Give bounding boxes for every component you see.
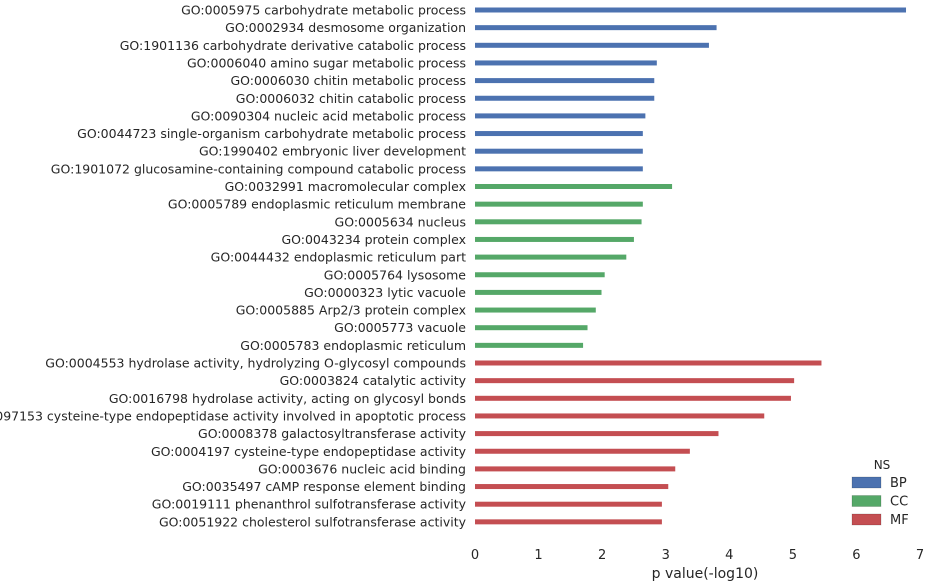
- category-label: GO:0004197 cysteine-type endopeptidase a…: [151, 444, 467, 459]
- x-tick-label: 7: [916, 548, 924, 563]
- bar-bp-0: [475, 7, 907, 13]
- legend-swatch-bp: [851, 476, 882, 489]
- category-label: GO:0004553 hydrolase activity, hydrolyzi…: [45, 356, 466, 371]
- x-tick-label: 1: [534, 548, 542, 563]
- category-label: GO:0002934 desmosome organization: [225, 20, 466, 35]
- bar-bp-2: [475, 42, 709, 48]
- category-label: GO:0016798 hydrolase activity, acting on…: [109, 391, 466, 406]
- category-label: GO:0032991 macromolecular complex: [225, 179, 466, 194]
- bar-cc-13: [475, 236, 634, 242]
- bar-bp-4: [475, 78, 655, 84]
- category-label: GO:0035497 cAMP response element binding: [182, 479, 466, 494]
- bar-mf-21: [475, 378, 795, 384]
- bar-cc-17: [475, 307, 596, 313]
- category-label: GO:0003824 catalytic activity: [280, 373, 467, 388]
- x-tick-label: 6: [852, 548, 860, 563]
- category-label: GO:1901072 glucosamine-containing compou…: [51, 161, 466, 176]
- category-label: GO:0006030 chitin metabolic process: [230, 73, 466, 88]
- category-labels: GO:0005975 carbohydrate metabolic proces…: [0, 3, 467, 530]
- legend-title: NS: [874, 458, 891, 472]
- bar-bp-6: [475, 113, 646, 119]
- category-label: GO:0019111 phenanthrol sulfotransferase …: [152, 497, 467, 512]
- category-label: GO:0005975 carbohydrate metabolic proces…: [181, 3, 466, 18]
- bar-cc-11: [475, 201, 643, 207]
- category-label: GO:0005885 Arp2/3 protein complex: [236, 303, 466, 318]
- category-label: GO:0005783 endoplasmic reticulum: [240, 338, 466, 353]
- bar-mf-27: [475, 484, 669, 490]
- bar-cc-14: [475, 254, 627, 260]
- category-label: GO:0051922 cholesterol sulfotransferase …: [159, 514, 467, 529]
- category-label: GO:0003676 nucleic acid binding: [258, 461, 466, 476]
- category-label: GO:0097153 cysteine-type endopeptidase a…: [0, 408, 466, 423]
- bar-bp-5: [475, 95, 655, 101]
- x-tick-label: 3: [662, 548, 670, 563]
- x-tick-label: 5: [789, 548, 797, 563]
- bar-mf-26: [475, 466, 676, 472]
- category-label: GO:0043234 protein complex: [281, 232, 466, 247]
- category-label: GO:0006040 amino sugar metabolic process: [187, 55, 466, 70]
- bar-cc-16: [475, 289, 602, 295]
- bar-cc-12: [475, 219, 642, 225]
- category-label: GO:1901136 carbohydrate derivative catab…: [120, 38, 466, 53]
- category-label: GO:0000323 lytic vacuole: [304, 285, 466, 300]
- bar-bp-1: [475, 25, 717, 31]
- bar-mf-20: [475, 360, 822, 366]
- bars-group: [475, 7, 907, 525]
- bar-cc-15: [475, 272, 605, 278]
- bar-bp-3: [475, 60, 657, 66]
- legend-swatch-mf: [851, 513, 882, 526]
- x-axis-ticks: 0 1 2 3 4 5 6 7: [471, 548, 924, 563]
- legend-label-cc: CC: [890, 495, 908, 510]
- bar-mf-28: [475, 501, 662, 507]
- bar-cc-18: [475, 325, 588, 331]
- x-tick-label: 4: [725, 548, 733, 563]
- x-tick-label: 2: [598, 548, 606, 563]
- category-label: GO:0005764 lysosome: [324, 267, 467, 282]
- x-tick-label: 0: [471, 548, 479, 563]
- category-label: GO:0005773 vacuole: [334, 320, 466, 335]
- category-label: GO:0006032 chitin catabolic process: [236, 91, 466, 106]
- category-label: GO:0005634 nucleus: [335, 214, 466, 229]
- bar-mf-23: [475, 413, 765, 419]
- bar-mf-29: [475, 519, 662, 525]
- bar-mf-25: [475, 448, 690, 454]
- legend-label-mf: MF: [890, 513, 909, 528]
- legend: NS BP CC MF: [851, 458, 909, 528]
- category-label: GO:0044432 endoplasmic reticulum part: [211, 250, 466, 265]
- bar-mf-22: [475, 395, 791, 401]
- category-label: GO:0005789 endoplasmic reticulum membran…: [168, 197, 466, 212]
- bar-bp-7: [475, 131, 643, 137]
- bar-cc-10: [475, 184, 673, 189]
- bar-mf-24: [475, 431, 719, 437]
- x-axis-title: p value(-log10): [652, 566, 759, 582]
- legend-label-bp: BP: [890, 476, 907, 491]
- category-label: GO:0044723 single-organism carbohydrate …: [77, 126, 466, 141]
- bar-cc-19: [475, 342, 584, 348]
- bar-bp-9: [475, 166, 643, 172]
- category-label: GO:0008378 galactosyltransferase activit…: [198, 426, 467, 441]
- legend-swatch-cc: [851, 495, 882, 507]
- category-label: GO:1990402 embryonic liver development: [199, 144, 466, 159]
- category-label: GO:0090304 nucleic acid metabolic proces…: [191, 108, 466, 123]
- bar-bp-8: [475, 148, 643, 154]
